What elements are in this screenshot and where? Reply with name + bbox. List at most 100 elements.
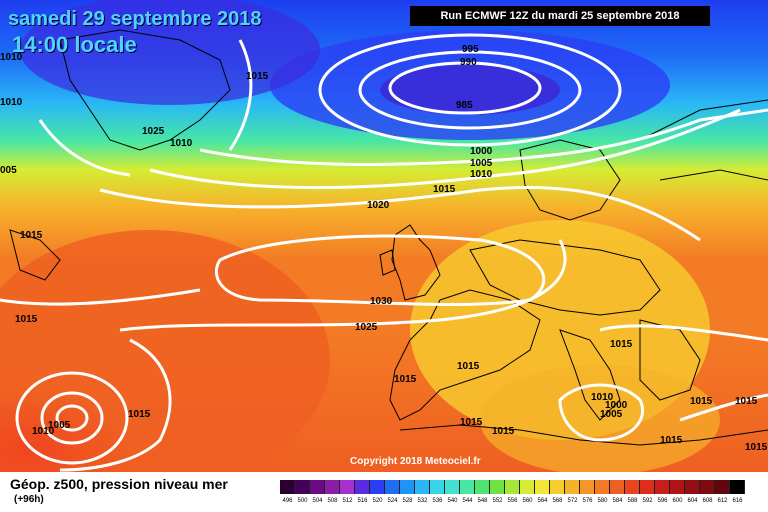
legend-label: 516 [357, 498, 368, 504]
legend-swatch [385, 480, 400, 494]
legend-swatch [655, 480, 670, 494]
isobar-label: 1015 [15, 314, 38, 325]
legend-swatch [565, 480, 580, 494]
legend-label: 512 [342, 498, 353, 504]
legend-label: 520 [372, 498, 383, 504]
legend-label: 552 [492, 498, 503, 504]
legend-swatch [700, 480, 715, 494]
greenland-trough [20, 0, 320, 105]
isobar-label: 1015 [394, 374, 417, 385]
color-scale-labels: 496 500 504 508 512 516 520 524 528 532 536 540 544 5… [280, 498, 745, 504]
legend-swatch [625, 480, 640, 494]
legend-label: 504 [312, 498, 323, 504]
legend-swatch [430, 480, 445, 494]
legend-label: 540 [447, 498, 458, 504]
legend-swatch [550, 480, 565, 494]
isobar-label: 1025 [355, 322, 378, 333]
isobar-label: 1010 [32, 426, 55, 437]
legend-swatch [670, 480, 685, 494]
legend-swatch [400, 480, 415, 494]
isobar-label: 1025 [142, 126, 165, 137]
forecast-date: samedi 29 septembre 2018 [8, 8, 262, 30]
legend-label: 536 [432, 498, 443, 504]
isobar-label: 1010 [0, 97, 23, 108]
legend-label: 556 [507, 498, 518, 504]
legend-swatch [685, 480, 700, 494]
copyright-notice: Copyright 2018 Meteociel.fr [350, 456, 481, 467]
legend-swatch [295, 480, 310, 494]
legend-label: 612 [717, 498, 728, 504]
legend-swatch [610, 480, 625, 494]
legend-swatch [520, 480, 535, 494]
isobar-label: 1015 [660, 435, 683, 446]
isobar-label: 005 [0, 165, 17, 176]
legend-swatch [715, 480, 730, 494]
legend-swatch [280, 480, 295, 494]
legend-swatch [460, 480, 475, 494]
legend-label: 608 [702, 498, 713, 504]
legend-swatch [475, 480, 490, 494]
isobar-label: 1015 [492, 426, 515, 437]
isobar-label: 1015 [735, 396, 758, 407]
legend-label: 576 [582, 498, 593, 504]
legend-label: 564 [537, 498, 548, 504]
isobar-label: 1005 [470, 158, 493, 169]
legend-label: 592 [642, 498, 653, 504]
legend-label: 600 [672, 498, 683, 504]
isobar-label: 1010 [0, 52, 23, 63]
legend-label: 572 [567, 498, 578, 504]
isobar-label: 1015 [610, 339, 633, 350]
legend-label: 560 [522, 498, 533, 504]
isobar-label: 1010 [170, 138, 193, 149]
legend-label: 596 [657, 498, 668, 504]
isobar-label: 1020 [367, 200, 390, 211]
legend-label: 496 [282, 498, 293, 504]
isobar-label: 1005 [48, 420, 71, 431]
isobar-label: 995 [462, 44, 479, 55]
legend-label: 580 [597, 498, 608, 504]
isobar-label: 1030 [370, 296, 393, 307]
isobars [0, 33, 768, 472]
isobar-label: 1015 [128, 409, 151, 420]
legend-swatch [370, 480, 385, 494]
isobar-label: 1005 [600, 409, 623, 420]
pressure-labels: 1010 1010 1015 1025 1010 005 1015 1015 9… [0, 44, 768, 453]
legend-label: 544 [462, 498, 473, 504]
legend-label: 588 [627, 498, 638, 504]
legend-label: 616 [732, 498, 743, 504]
isobar-label: 990 [460, 57, 477, 68]
legend-swatch [535, 480, 550, 494]
legend-swatch [355, 480, 370, 494]
map-title: Géop. z500, pression niveau mer [10, 476, 228, 492]
legend-label: 508 [327, 498, 338, 504]
legend-swatch [415, 480, 430, 494]
legend-label: 584 [612, 498, 623, 504]
legend-label: 532 [417, 498, 428, 504]
isobar-label: 1015 [457, 361, 480, 372]
legend-label: 524 [387, 498, 398, 504]
legend-swatch [505, 480, 520, 494]
isobar-label: 985 [456, 100, 473, 111]
forecast-time: 14:00 locale [12, 32, 137, 57]
isobar-label: 1000 [470, 146, 493, 157]
isobar-label: 1015 [745, 442, 768, 453]
isobar-label: 1015 [246, 71, 269, 82]
isobar-label: 1000 [605, 400, 628, 411]
legend-swatch [490, 480, 505, 494]
isobar-label: 1015 [690, 396, 713, 407]
legend-label: 528 [402, 498, 413, 504]
legend-swatch [730, 480, 745, 494]
weather-map: 1010 1010 1015 1025 1010 005 1015 1015 9… [0, 0, 768, 472]
model-run-label: Run ECMWF 12Z du mardi 25 septembre 2018 [410, 6, 710, 26]
color-scale [280, 480, 745, 494]
legend-swatch [580, 480, 595, 494]
legend-label: 548 [477, 498, 488, 504]
legend-swatch [595, 480, 610, 494]
isobar-label: 1010 [591, 392, 614, 403]
legend-swatch [445, 480, 460, 494]
ridge-mediterranean [480, 365, 720, 472]
legend-swatch [640, 480, 655, 494]
forecast-offset: (+96h) [14, 494, 44, 505]
legend-swatch [310, 480, 325, 494]
